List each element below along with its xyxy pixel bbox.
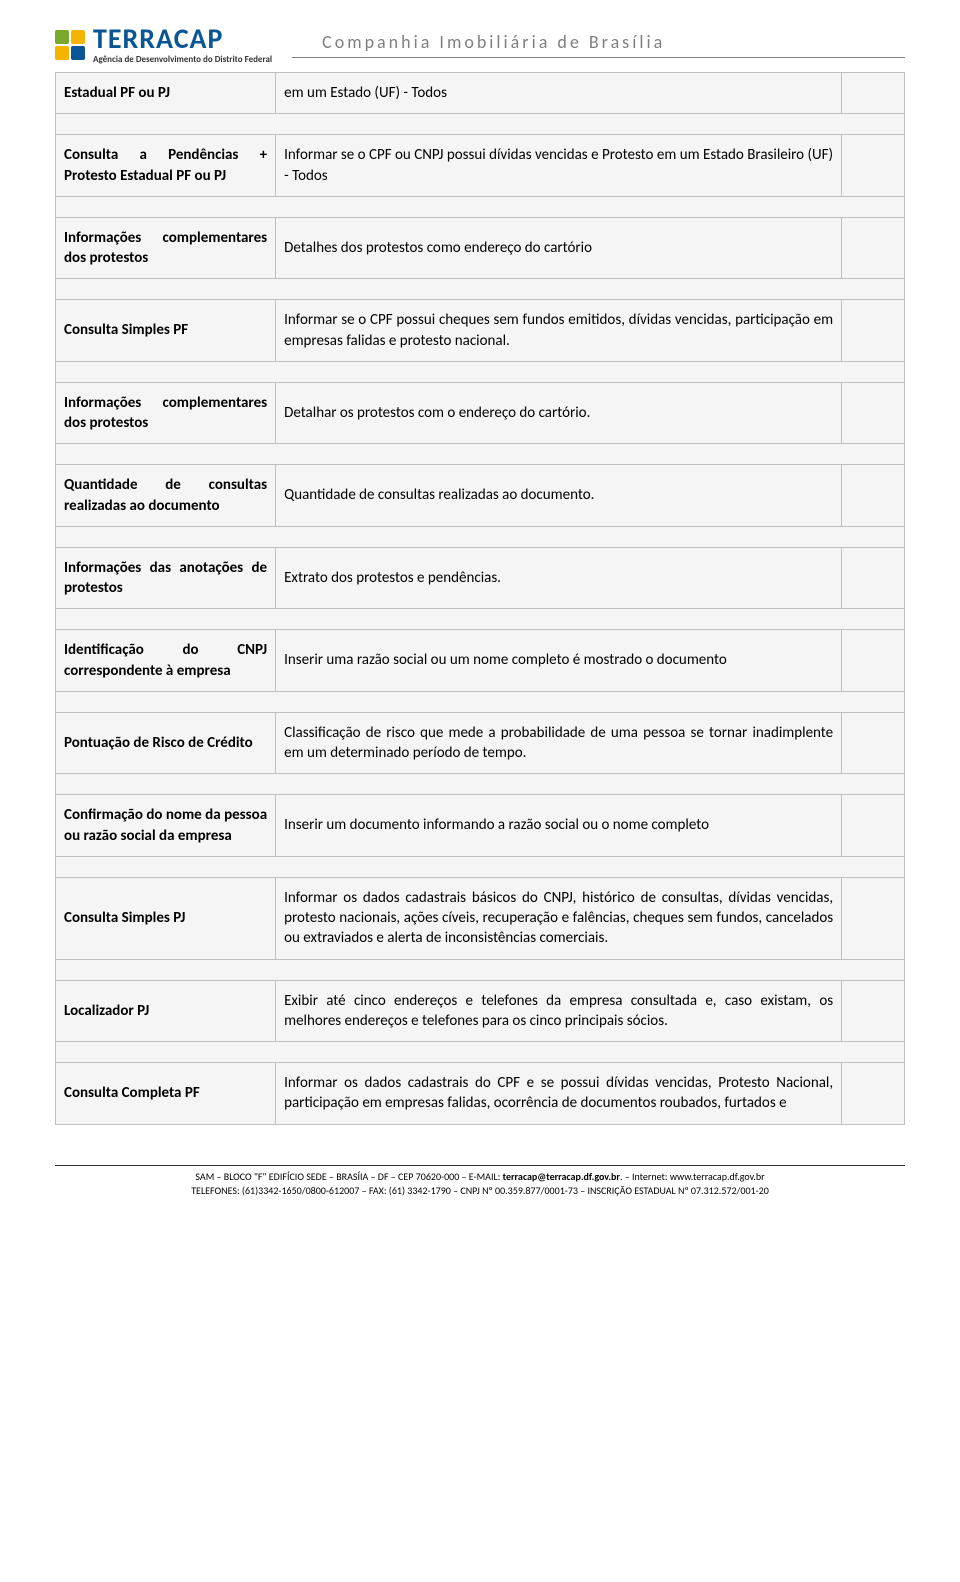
service-desc-cell: Detalhes dos protestos como endereço do … xyxy=(276,217,842,279)
empty-cell xyxy=(842,135,905,197)
service-name-cell: Identificação do CNPJ correspondente à e… xyxy=(56,630,276,692)
service-desc-cell: Exibir até cinco endereços e telefones d… xyxy=(276,980,842,1042)
table-row: Pontuação de Risco de CréditoClassificaç… xyxy=(56,712,905,774)
service-name-cell: Localizador PJ xyxy=(56,980,276,1042)
service-name-cell: Consulta Completa PF xyxy=(56,1063,276,1125)
table-row: Estadual PF ou PJem um Estado (UF) - Tod… xyxy=(56,73,905,114)
empty-cell xyxy=(842,217,905,279)
logo-mark xyxy=(55,30,85,60)
services-table: Estadual PF ou PJem um Estado (UF) - Tod… xyxy=(55,72,905,1125)
footer-email: terracap@terracap.df.gov.br xyxy=(503,1170,620,1183)
service-name-cell: Estadual PF ou PJ xyxy=(56,73,276,114)
table-row: Consulta Completa PFInformar os dados ca… xyxy=(56,1063,905,1125)
empty-cell xyxy=(842,712,905,774)
empty-cell xyxy=(842,1063,905,1125)
service-desc-cell: Classificação de risco que mede a probab… xyxy=(276,712,842,774)
footer-url: www.terracap.df.gov.br xyxy=(670,1170,765,1183)
table-row: Confirmação do nome da pessoa ou razão s… xyxy=(56,795,905,857)
service-name-cell: Pontuação de Risco de Crédito xyxy=(56,712,276,774)
logo-sub-text: Agência de Desenvolvimento do Distrito F… xyxy=(93,55,272,64)
service-name-cell: Informações das anotações de protestos xyxy=(56,547,276,609)
service-desc-cell: Detalhar os protestos com o endereço do … xyxy=(276,382,842,444)
empty-cell xyxy=(842,877,905,959)
table-row: Consulta a Pendências + Protesto Estadua… xyxy=(56,135,905,197)
empty-cell xyxy=(842,382,905,444)
service-desc-cell: Inserir um documento informando a razão … xyxy=(276,795,842,857)
service-desc-cell: Inserir uma razão social ou um nome comp… xyxy=(276,630,842,692)
service-name-cell: Informações complementares dos protestos xyxy=(56,217,276,279)
empty-cell xyxy=(842,980,905,1042)
table-row: Informações complementares dos protestos… xyxy=(56,217,905,279)
empty-cell xyxy=(842,795,905,857)
table-row: Identificação do CNPJ correspondente à e… xyxy=(56,630,905,692)
service-name-cell: Quantidade de consultas realizadas ao do… xyxy=(56,465,276,527)
table-row: Localizador PJExibir até cinco endereços… xyxy=(56,980,905,1042)
table-row: Informações complementares dos protestos… xyxy=(56,382,905,444)
footer-text: SAM – BLOCO "F" EDIFÍCIO SEDE – BRASÍIA … xyxy=(195,1170,502,1183)
service-desc-cell: Informar se o CPF possui cheques sem fun… xyxy=(276,300,842,362)
table-row: Consulta Simples PFInformar se o CPF pos… xyxy=(56,300,905,362)
service-name-cell: Informações complementares dos protestos xyxy=(56,382,276,444)
table-row: Quantidade de consultas realizadas ao do… xyxy=(56,465,905,527)
table-row: Informações das anotações de protestosEx… xyxy=(56,547,905,609)
footer-text: . – Internet: xyxy=(620,1170,670,1183)
service-name-cell: Consulta a Pendências + Protesto Estadua… xyxy=(56,135,276,197)
empty-cell xyxy=(842,73,905,114)
service-desc-cell: Extrato dos protestos e pendências. xyxy=(276,547,842,609)
company-title: Companhia Imobiliária de Brasília xyxy=(292,31,905,58)
service-name-cell: Consulta Simples PF xyxy=(56,300,276,362)
empty-cell xyxy=(842,630,905,692)
empty-cell xyxy=(842,300,905,362)
service-desc-cell: Informar se o CPF ou CNPJ possui dívidas… xyxy=(276,135,842,197)
service-desc-cell: em um Estado (UF) - Todos xyxy=(276,73,842,114)
service-name-cell: Confirmação do nome da pessoa ou razão s… xyxy=(56,795,276,857)
service-name-cell: Consulta Simples PJ xyxy=(56,877,276,959)
service-desc-cell: Informar os dados cadastrais do CPF e se… xyxy=(276,1063,842,1125)
logo: TERRACAP Agência de Desenvolvimento do D… xyxy=(55,25,272,64)
service-desc-cell: Quantidade de consultas realizadas ao do… xyxy=(276,465,842,527)
service-desc-cell: Informar os dados cadastrais básicos do … xyxy=(276,877,842,959)
logo-main-text: TERRACAP xyxy=(93,25,272,53)
page-footer: SAM – BLOCO "F" EDIFÍCIO SEDE – BRASÍIA … xyxy=(55,1165,905,1198)
empty-cell xyxy=(842,465,905,527)
footer-line2: TELEFONES: (61)3342-1650/0800-612007 – F… xyxy=(55,1184,905,1198)
table-row: Consulta Simples PJInformar os dados cad… xyxy=(56,877,905,959)
empty-cell xyxy=(842,547,905,609)
page-header: TERRACAP Agência de Desenvolvimento do D… xyxy=(55,25,905,64)
